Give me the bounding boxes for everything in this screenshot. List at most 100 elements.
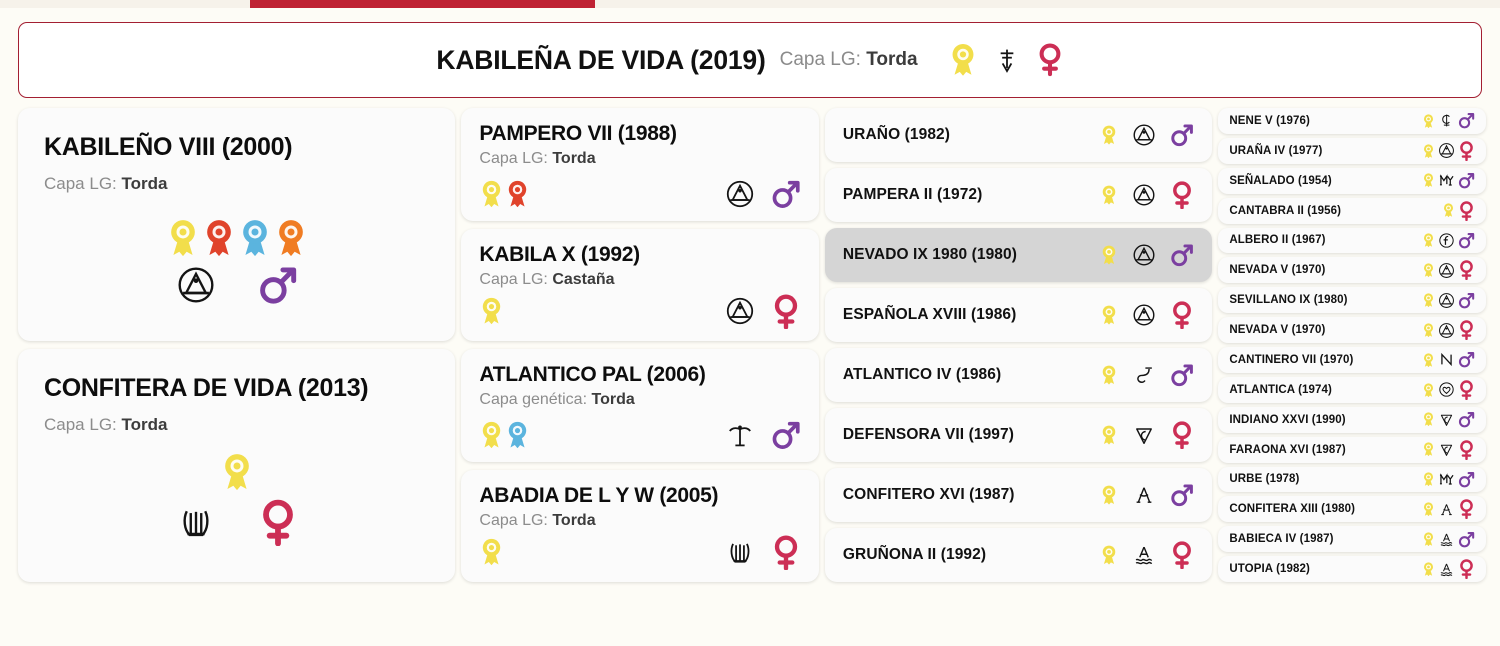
rosette-blue-icon: [505, 421, 530, 449]
ancestor-icons: [1422, 559, 1475, 580]
ancestor-icons: [1442, 200, 1475, 221]
brand-lyre-icon: [725, 537, 755, 567]
ancestor-icons: [1422, 411, 1475, 428]
brand-my-monogram-icon: [1438, 471, 1455, 488]
female-symbol-icon: [1458, 141, 1475, 161]
rosette-gold-icon: [1100, 185, 1118, 205]
male-symbol-icon: [1458, 172, 1475, 189]
coat-value: Torda: [552, 511, 596, 529]
ancestor-row-gen4[interactable]: CANTABRA II (1956): [1218, 197, 1486, 224]
ancestor-row-gen4[interactable]: ALBERO II (1967): [1218, 227, 1486, 254]
ancestor-name: NEVADO IX 1980 (1980): [842, 246, 1018, 263]
female-symbol-icon: [771, 535, 801, 570]
ancestor-row-gen4[interactable]: URAÑA IV (1977): [1218, 137, 1486, 164]
ancestor-card-gen2[interactable]: PAMPERO VII (1988) Capa LG: Torda: [461, 108, 819, 221]
female-symbol-icon: [1458, 499, 1475, 520]
ancestor-name: CONFITERO XVI (1987): [842, 486, 1015, 503]
rosette-gold-icon: [1422, 173, 1435, 188]
brand-circle-triangle-icon: [1438, 262, 1455, 279]
brand-circle-triangle-icon: [725, 296, 755, 326]
ancestor-row-gen4[interactable]: FARAONA XVI (1987): [1218, 436, 1486, 463]
coat-value: Torda: [552, 150, 596, 168]
ancestor-row-gen3[interactable]: ATLANTICO IV (1986): [824, 348, 1213, 402]
brand-a-waves-icon: [1438, 561, 1455, 578]
ancestor-row-gen3-selected[interactable]: NEVADO IX 1980 (1980): [824, 228, 1213, 282]
rosette-gold-icon: [479, 180, 504, 208]
ancestor-row-gen4[interactable]: ATLANTICA (1974): [1218, 376, 1486, 403]
rosette-gold-icon: [1422, 562, 1435, 577]
rosette-gold-icon: [1100, 245, 1118, 265]
ancestor-row-gen3[interactable]: URAÑO (1982): [824, 108, 1213, 162]
ancestor-row-gen4[interactable]: SEÑALADO (1954): [1218, 167, 1486, 194]
brand-circle-triangle-icon: [725, 179, 755, 209]
brand-hook-icon: [1132, 363, 1156, 387]
ancestor-row-gen4[interactable]: NEVADA V (1970): [1218, 317, 1486, 343]
ancestor-icons: [1422, 439, 1475, 460]
ancestor-row-gen3[interactable]: DEFENSORA VII (1997): [824, 408, 1213, 462]
ancestor-row-gen4[interactable]: INDIANO XXVI (1990): [1218, 406, 1486, 433]
brand-n-icon: [1438, 351, 1455, 368]
ancestor-card-gen2[interactable]: KABILA X (1992) Capa LG: Castaña: [461, 228, 819, 341]
brand-circle-heart-icon: [1438, 381, 1455, 398]
award-rosettes: [479, 538, 504, 566]
ancestor-name: KABILA X (1992): [479, 242, 640, 266]
brand-shield-icon: [1438, 411, 1455, 428]
ancestor-card-gen2[interactable]: ATLANTICO PAL (2006) Capa genética: Torda: [461, 349, 819, 462]
ancestor-name: BABIECA IV (1987): [1229, 533, 1334, 546]
ancestor-row-gen4[interactable]: BABIECA IV (1987): [1218, 526, 1486, 553]
ancestor-row-gen3[interactable]: ESPAÑOLA XVIII (1986): [824, 288, 1213, 342]
ancestor-card-gen2[interactable]: ABADIA DE L Y W (2005) Capa LG: Torda: [461, 469, 819, 582]
female-symbol-icon: [1170, 181, 1194, 210]
ancestor-name: SEÑALADO (1954): [1229, 174, 1332, 187]
ancestor-card-gen1[interactable]: KABILEÑO VIII (2000) Capa LG: Torda: [18, 108, 456, 341]
brand-a-waves-icon: [1132, 543, 1156, 567]
ancestor-icons: [1422, 351, 1475, 368]
ancestor-row-gen3[interactable]: GRUÑONA II (1992): [824, 528, 1213, 582]
ancestor-name: CONFITERA XIII (1980): [1229, 503, 1355, 516]
ancestor-symbols: [725, 179, 801, 209]
ancestor-row-gen4[interactable]: NENE V (1976): [1218, 108, 1486, 134]
rosette-gold-icon: [1100, 545, 1118, 565]
ancestor-footer: [479, 535, 801, 570]
ancestor-row-gen4[interactable]: NEVADA V (1970): [1218, 257, 1486, 284]
ancestor-icons: [1100, 123, 1194, 147]
award-rosettes: [479, 421, 530, 449]
generation-2-column: PAMPERO VII (1988) Capa LG: Torda KABILA X…: [461, 108, 819, 582]
female-symbol-icon: [1458, 380, 1475, 400]
rosette-orange-icon: [274, 219, 308, 257]
ancestor-icons: [1422, 260, 1475, 281]
generation-1-column: KABILEÑO VIII (2000) Capa LG: Torda CONFIT…: [18, 108, 456, 582]
brand-shield-icon: [1132, 423, 1156, 447]
ancestor-row-gen4[interactable]: UTOPIA (1982): [1218, 556, 1486, 582]
ancestor-row-gen4[interactable]: SEVILLANO IX (1980): [1218, 287, 1486, 314]
female-symbol-icon: [771, 294, 801, 329]
brand-circle-triangle-icon: [1132, 303, 1156, 327]
ancestor-row-gen4[interactable]: CONFITERA XIII (1980): [1218, 496, 1486, 523]
male-symbol-icon: [1458, 471, 1475, 488]
rosette-gold-icon: [1422, 353, 1435, 368]
ancestor-icons: [1422, 172, 1475, 189]
coat-label: Capa LG:: [479, 150, 548, 168]
ancestor-row-gen3[interactable]: PAMPERA II (1972): [824, 168, 1213, 222]
ancestor-icons: [1100, 483, 1194, 507]
rosette-gold-icon: [1422, 263, 1435, 278]
brand-circle-triangle-icon: [1132, 183, 1156, 207]
pedigree-header-banner[interactable]: KABILEÑA DE VIDA (2019) Capa LG: Torda: [18, 22, 1482, 98]
ancestor-name: CONFITERA DE VIDA (2013): [44, 374, 369, 402]
rosette-gold-icon: [1422, 293, 1435, 308]
ancestor-row-gen3[interactable]: CONFITERO XVI (1987): [824, 468, 1213, 522]
ancestor-row-gen4[interactable]: URBE (1978): [1218, 466, 1486, 493]
brand-circle-triangle-icon: [1438, 292, 1455, 309]
female-symbol-icon: [1170, 541, 1194, 570]
ancestor-card-gen1[interactable]: CONFITERA DE VIDA (2013) Capa LG: Torda: [18, 349, 456, 582]
ancestor-icons: [1100, 421, 1194, 450]
male-symbol-icon: [1170, 363, 1194, 387]
ancestor-row-gen4[interactable]: CANTINERO VII (1970): [1218, 347, 1486, 373]
ancestor-coat: Capa LG: Torda: [479, 512, 801, 530]
ancestor-name: PAMPERO VII (1988): [479, 122, 677, 145]
brand-circle-triangle-icon: [176, 265, 216, 305]
ancestor-symbols: [725, 535, 801, 570]
female-symbol-icon: [1170, 301, 1194, 330]
coat-label: Capa genética:: [479, 391, 588, 409]
ancestor-icons: [1422, 292, 1475, 309]
